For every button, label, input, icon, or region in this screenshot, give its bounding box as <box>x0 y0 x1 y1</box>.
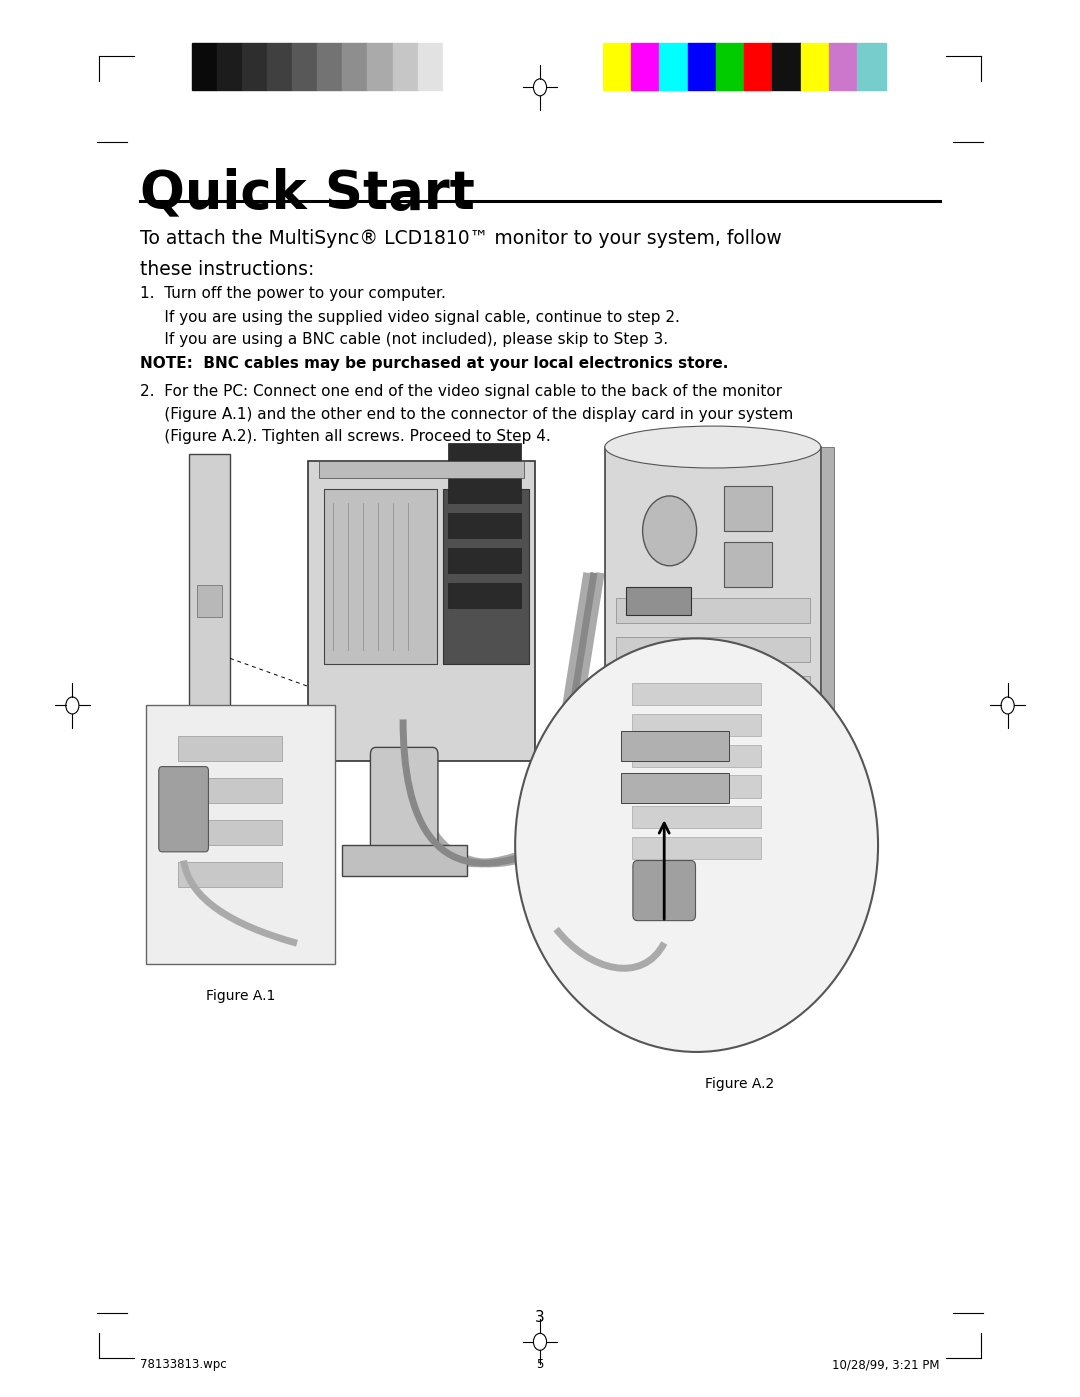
Bar <box>632 714 761 736</box>
Bar <box>293 43 318 91</box>
Bar <box>341 845 467 876</box>
Text: 5: 5 <box>537 1358 543 1372</box>
Bar <box>178 862 282 887</box>
Bar <box>632 806 761 828</box>
Text: If you are using the supplied video signal cable, continue to step 2.: If you are using the supplied video sign… <box>140 310 680 326</box>
Bar <box>319 461 524 478</box>
Bar <box>605 447 821 796</box>
Bar <box>324 489 437 664</box>
Bar <box>418 43 443 91</box>
Bar <box>688 43 716 91</box>
Ellipse shape <box>605 426 821 468</box>
Bar <box>392 43 418 91</box>
Bar <box>616 637 810 662</box>
Text: (​Figure A.2​). Tighten all screws. Proceed to Step 4.: (​Figure A.2​). Tighten all screws. Proc… <box>140 429 551 444</box>
Text: If you are using a BNC cable (not included), please skip to Step 3.: If you are using a BNC cable (not includ… <box>140 332 669 348</box>
Bar <box>448 548 521 573</box>
Bar <box>659 43 688 91</box>
Text: 2.  For the PC: Connect one end of the video signal cable to the back of the mon: 2. For the PC: Connect one end of the vi… <box>140 384 783 400</box>
Bar <box>632 745 761 767</box>
Bar <box>800 43 829 91</box>
Bar <box>367 43 392 91</box>
Bar <box>821 447 834 782</box>
Text: 78133813.wpc: 78133813.wpc <box>140 1358 227 1372</box>
Text: NOTE:  BNC cables may be purchased at your local electronics store.: NOTE: BNC cables may be purchased at you… <box>140 356 729 372</box>
Bar <box>178 820 282 845</box>
Bar <box>448 513 521 538</box>
Bar <box>242 43 268 91</box>
Bar <box>632 683 761 705</box>
Bar <box>318 43 342 91</box>
Bar <box>192 43 217 91</box>
FancyBboxPatch shape <box>633 861 696 921</box>
Bar <box>342 43 367 91</box>
Bar <box>621 773 729 803</box>
Text: Figure A.2: Figure A.2 <box>705 1077 774 1091</box>
Text: Connector: Connector <box>184 761 253 774</box>
Bar <box>178 736 282 761</box>
Bar <box>268 43 293 91</box>
Bar <box>448 443 521 468</box>
Bar <box>632 837 761 859</box>
Bar <box>621 731 729 761</box>
Bar <box>189 454 230 726</box>
FancyBboxPatch shape <box>159 767 208 852</box>
Text: To attach the MultiSync® LCD1810™ monitor to your system, follow: To attach the MultiSync® LCD1810™ monito… <box>140 229 782 249</box>
Text: 1.  Turn off the power to your computer.: 1. Turn off the power to your computer. <box>140 286 446 302</box>
Bar <box>217 43 242 91</box>
Bar <box>146 705 335 964</box>
Text: 3: 3 <box>535 1310 545 1324</box>
Bar <box>858 43 886 91</box>
Bar <box>603 43 631 91</box>
Text: Cover: Cover <box>184 789 222 802</box>
Text: Quick Start: Quick Start <box>140 168 475 219</box>
FancyBboxPatch shape <box>370 747 438 859</box>
Bar <box>724 542 772 587</box>
Bar <box>448 478 521 503</box>
Circle shape <box>643 496 697 566</box>
Bar <box>443 43 468 91</box>
Bar <box>198 585 221 617</box>
Text: 10/28/99, 3:21 PM: 10/28/99, 3:21 PM <box>832 1358 940 1372</box>
Bar <box>616 676 810 701</box>
Text: (​Figure A.1​) and the other end to the connector of the display card in your sy: (​Figure A.1​) and the other end to the … <box>140 407 794 422</box>
Bar <box>632 775 761 798</box>
Text: Figure A.1: Figure A.1 <box>205 989 275 1003</box>
Bar <box>178 778 282 803</box>
Bar <box>772 43 800 91</box>
Bar <box>626 587 691 615</box>
Bar <box>744 43 772 91</box>
Bar <box>443 489 529 664</box>
Text: these instructions:: these instructions: <box>140 260 314 279</box>
Bar <box>616 715 810 740</box>
Bar <box>448 583 521 608</box>
Bar <box>716 43 744 91</box>
Bar <box>616 598 810 623</box>
Bar <box>631 43 659 91</box>
Bar <box>308 461 535 761</box>
Ellipse shape <box>515 638 878 1052</box>
Bar <box>829 43 858 91</box>
Bar <box>724 486 772 531</box>
